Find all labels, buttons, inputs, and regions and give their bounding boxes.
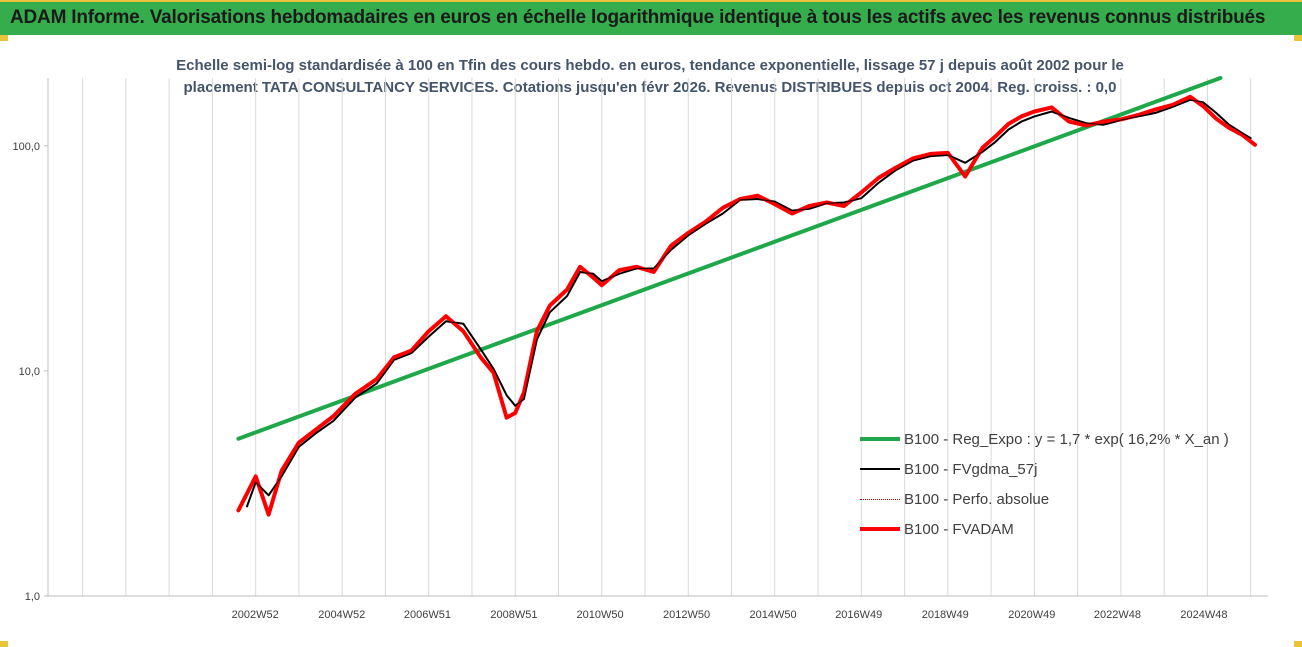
chart-title: Echelle semi-log standardisée à 100 en T… [150,55,1150,99]
chart-title-line-1: Echelle semi-log standardisée à 100 en T… [176,57,1124,74]
x-tick-label: 2008W51 [490,609,537,621]
legend-swatch-fvgdma [860,468,900,470]
legend-item-regression: B100 - Reg_Expo : y = 1,7 * exp( 16,2% *… [860,424,1229,454]
legend-item-fvadam: B100 - FVADAM [860,514,1229,544]
report-title: ADAM Informe. Valorisations hebdomadaire… [10,7,1266,28]
x-tick-label: 2020W49 [1008,609,1055,621]
header-banner: ADAM Informe. Valorisations hebdomadaire… [0,0,1302,35]
x-tick-label: 2010W50 [576,609,623,621]
x-tick-label: 2004W52 [318,609,365,621]
corner-mark-left [0,35,8,41]
y-tick-label: 10,0 [19,366,40,378]
legend-swatch-perfo [860,498,900,500]
series-line-fvgdma-overlay [246,99,1252,507]
legend-item-perfo: B100 - Perfo. absolue [860,484,1229,514]
legend-label-regression: B100 - Reg_Expo : y = 1,7 * exp( 16,2% *… [904,430,1229,448]
legend-label-perfo: B100 - Perfo. absolue [904,490,1050,508]
y-tick-label: 1,0 [25,591,40,603]
x-tick-label: 2022W48 [1094,609,1141,621]
legend-swatch-fvadam [860,527,900,531]
corner-mark-bottom-right [1294,641,1302,647]
x-tick-label: 2024W48 [1180,609,1227,621]
series-line-regression [236,76,1223,441]
legend-label-fvadam: B100 - FVADAM [904,520,1014,538]
x-tick-label: 2002W52 [232,609,279,621]
x-tick-label: 2014W50 [750,609,797,621]
x-tick-label: 2006W51 [404,609,451,621]
x-tick-label: 2012W50 [663,609,710,621]
corner-mark-right [1294,35,1302,41]
y-tick-label: 100,0 [12,141,40,153]
x-tick-label: 2018W49 [922,609,969,621]
legend-label-fvgdma: B100 - FVgdma_57j [904,460,1038,478]
corner-mark-bottom-left [0,641,8,647]
chart-title-line-2: placement TATA CONSULTANCY SERVICES. Cot… [183,79,1117,96]
legend-swatch-regression [860,437,900,441]
legend: B100 - Reg_Expo : y = 1,7 * exp( 16,2% *… [860,424,1229,544]
legend-item-fvgdma: B100 - FVgdma_57j [860,454,1229,484]
x-tick-label: 2016W49 [835,609,882,621]
